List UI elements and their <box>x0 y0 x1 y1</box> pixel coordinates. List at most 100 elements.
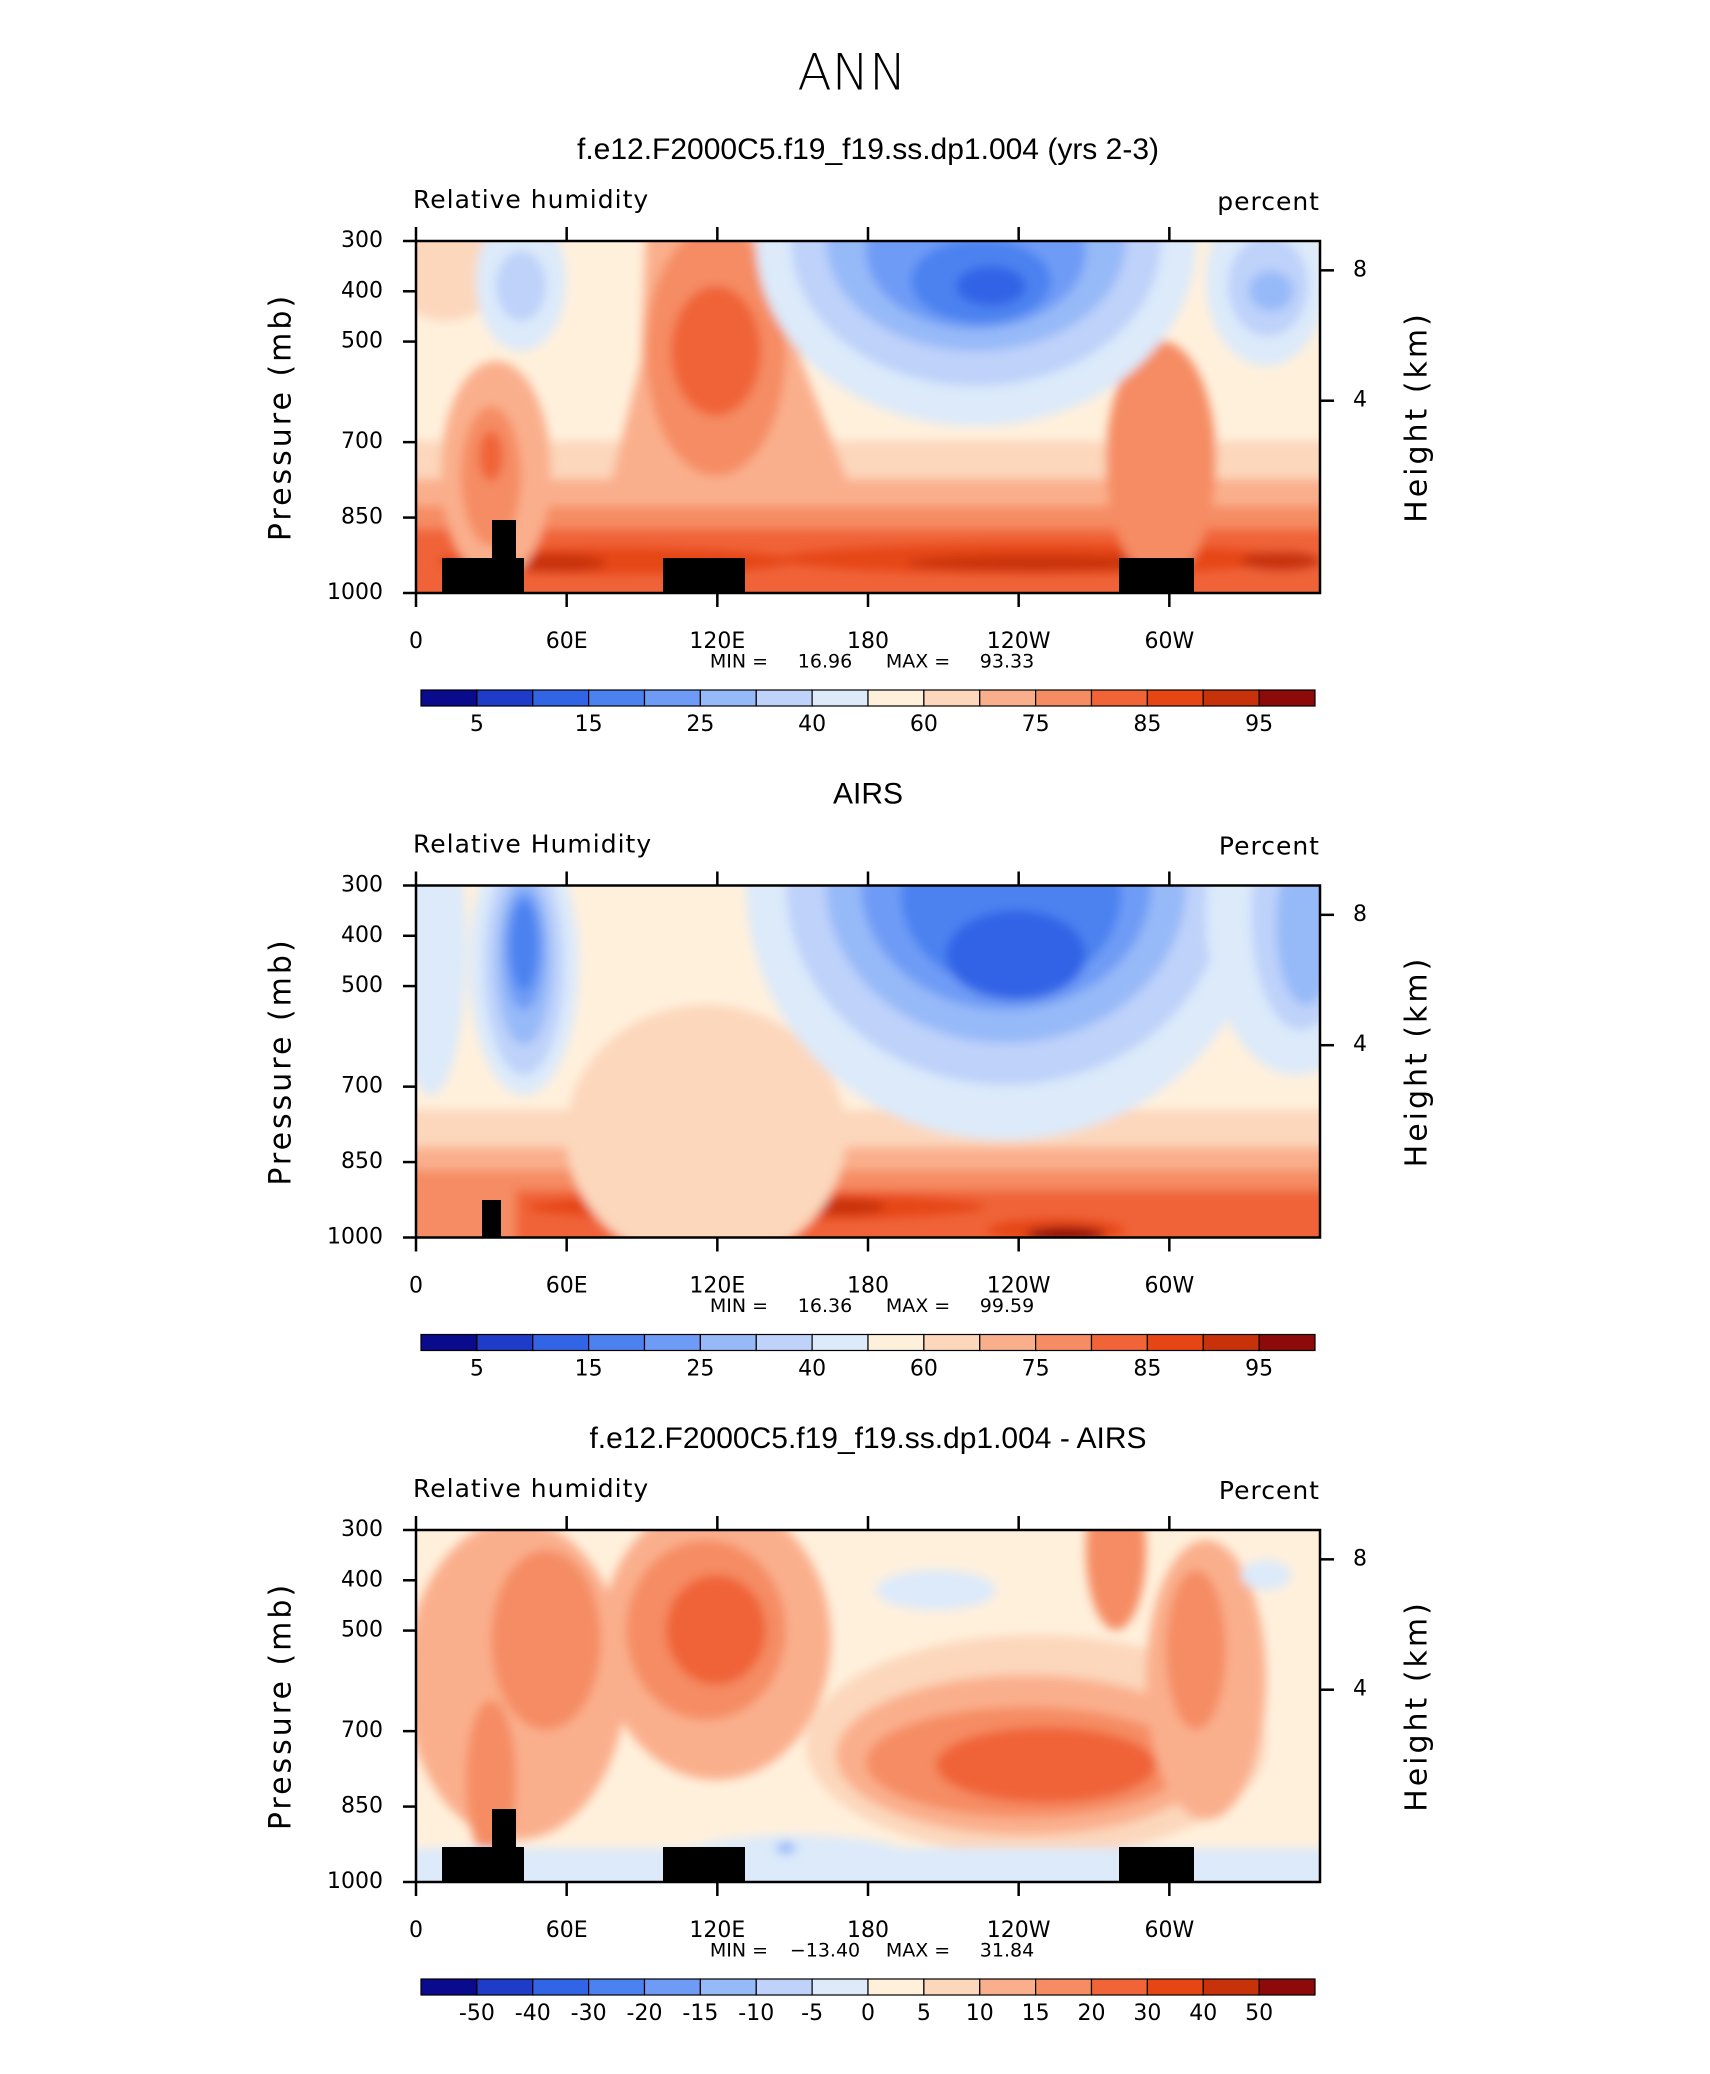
x-tick-label: 120E <box>689 1918 745 1943</box>
colorbar-box <box>867 689 925 707</box>
field-2 <box>416 885 1320 1237</box>
colorbar-box <box>532 689 590 707</box>
max-label: MAX = <box>886 1295 950 1317</box>
y-tick-label: 1000 <box>327 1225 383 1250</box>
colorbar-label: -50 <box>459 2001 495 2026</box>
colorbar-label: -20 <box>627 2001 663 2026</box>
y-tick-label: 500 <box>341 1618 383 1643</box>
y-tick-label: 850 <box>341 505 383 530</box>
min-label: MIN = <box>710 651 768 673</box>
y-tick-label: 700 <box>341 1074 383 1099</box>
colorbar-label: 10 <box>966 2001 994 2026</box>
colorbar-box <box>476 1978 534 1996</box>
colorbar-box <box>811 1333 869 1352</box>
field-name: Relative humidity <box>413 1474 649 1503</box>
colorbar-label: 40 <box>1189 2001 1217 2026</box>
colorbar-box <box>1202 1978 1260 1996</box>
field-name: Relative Humidity <box>413 830 652 859</box>
y-tick-label: 400 <box>341 1567 383 1592</box>
colorbar-box <box>1090 1333 1148 1352</box>
y2-tick-label: 4 <box>1353 1677 1367 1702</box>
y-axis-label: Pressure (mb) <box>264 937 299 1185</box>
x-tick-label: 60E <box>546 1918 588 1943</box>
colorbar-label: 5 <box>917 2001 931 2026</box>
max-value: 31.84 <box>980 1940 1034 1962</box>
colorbar-label: 75 <box>1022 712 1050 737</box>
colorbar-box <box>699 689 757 707</box>
min-label: MIN = <box>710 1940 768 1962</box>
colorbar-box <box>1146 1978 1204 1996</box>
x-tick-label: 60W <box>1144 1274 1194 1299</box>
colorbar-box <box>1258 1333 1316 1352</box>
colorbar-box <box>755 689 813 707</box>
colorbar-label: 25 <box>686 712 714 737</box>
colorbar-box <box>979 1333 1037 1352</box>
colorbar-label: 20 <box>1078 2001 1106 2026</box>
colorbar-label: 30 <box>1133 2001 1161 2026</box>
field-3 <box>416 1530 1320 1882</box>
colorbar-box <box>923 1978 981 1996</box>
x-tick-label: 120W <box>987 1274 1051 1299</box>
colorbar-label: -40 <box>515 2001 551 2026</box>
y-tick-label: 500 <box>341 973 383 998</box>
colorbar-label: -15 <box>682 2001 718 2026</box>
colorbar-box <box>1202 1333 1260 1352</box>
colorbar-box <box>1035 689 1093 707</box>
colorbar-label: 95 <box>1245 712 1273 737</box>
colorbar-box <box>923 1333 981 1352</box>
x-tick-label: 60W <box>1144 629 1194 654</box>
min-value: 16.36 <box>798 1295 852 1317</box>
y-axis-label: Pressure (mb) <box>264 1582 299 1830</box>
colorbar-box <box>1258 689 1316 707</box>
x-tick-label: 120E <box>689 1274 745 1299</box>
x-tick-label: 180 <box>847 1274 889 1299</box>
colorbar-label: 0 <box>861 2001 875 2026</box>
colorbar-box <box>588 1333 646 1352</box>
colorbar-box <box>588 1978 646 1996</box>
y-tick-label: 1000 <box>327 1869 383 1894</box>
field-units: percent <box>1217 187 1320 216</box>
colorbar-label: 15 <box>1022 2001 1050 2026</box>
colorbar-box <box>1146 689 1204 707</box>
colorbar-box <box>1090 1978 1148 1996</box>
colorbar-label: 25 <box>686 1357 714 1382</box>
colorbar-label: -10 <box>738 2001 774 2026</box>
colorbar-box <box>476 689 534 707</box>
max-value: 99.59 <box>980 1295 1034 1317</box>
x-tick-label: 60W <box>1144 1918 1194 1943</box>
colorbar-box <box>1146 1333 1204 1352</box>
min-value: 16.96 <box>798 651 852 673</box>
min-value: −13.40 <box>790 1940 860 1962</box>
figure-title: ANN <box>797 44 906 102</box>
field-name: Relative humidity <box>413 185 649 214</box>
colorbar-label: 60 <box>910 1357 938 1382</box>
colorbar-label: 40 <box>798 712 826 737</box>
colorbar-box <box>1035 1978 1093 1996</box>
colorbar-label: 5 <box>470 712 484 737</box>
colorbar-box <box>420 689 478 707</box>
colorbar-box <box>532 1333 590 1352</box>
x-tick-label: 120W <box>987 1918 1051 1943</box>
x-tick-label: 180 <box>847 1918 889 1943</box>
colorbar-box <box>867 1333 925 1352</box>
x-tick-label: 60E <box>546 1274 588 1299</box>
colorbar-label: 40 <box>798 1357 826 1382</box>
colorbar-box <box>643 1978 701 1996</box>
x-tick-label: 60E <box>546 629 588 654</box>
y2-axis-label: Height (km) <box>1400 1600 1435 1812</box>
colorbar-box <box>643 1333 701 1352</box>
x-tick-label: 120E <box>689 629 745 654</box>
colorbar-box <box>1202 689 1260 707</box>
y-tick-label: 300 <box>341 873 383 898</box>
y2-tick-label: 8 <box>1353 902 1367 927</box>
colorbar-label: 95 <box>1245 1357 1273 1382</box>
field-units: Percent <box>1219 832 1320 861</box>
y-axis-label: Pressure (mb) <box>264 293 299 541</box>
colorbar-label: 15 <box>575 712 603 737</box>
y2-tick-label: 8 <box>1353 1546 1367 1571</box>
y-tick-label: 400 <box>341 278 383 303</box>
y-tick-label: 1000 <box>327 580 383 605</box>
colorbar-box <box>811 1978 869 1996</box>
